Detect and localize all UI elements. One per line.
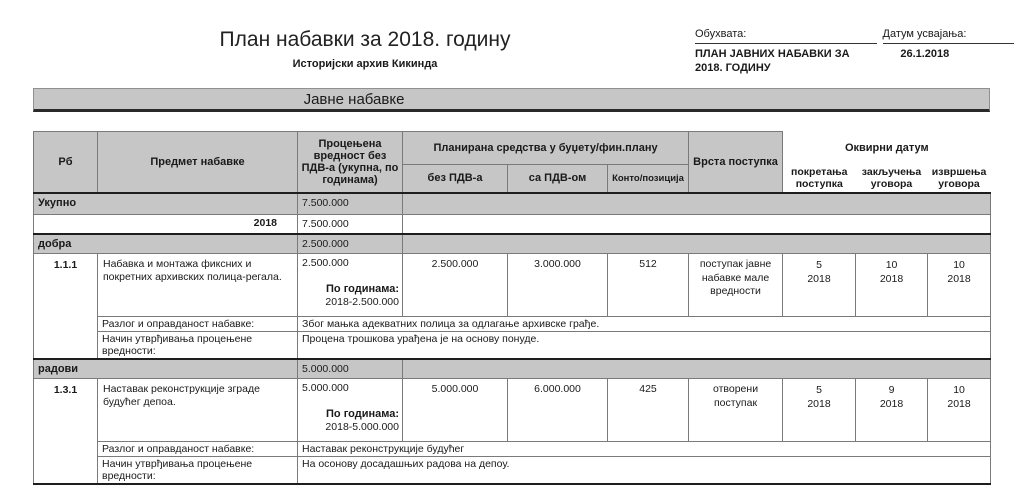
row-year-label: 2018 (33, 214, 298, 235)
item-reason-row: Разлог и оправданост набавке: Наставак р… (34, 441, 992, 457)
item-row-1-1-1: 1.1.1 Набавка и монтажа фиксних и покрет… (33, 253, 992, 360)
row-works-spacer (401, 358, 992, 379)
row-year-2018: 2018 7.500.000 (33, 214, 992, 235)
item-date-conclusion: 10 2018 (855, 253, 929, 317)
item-estimated-total: 2.500.000 (302, 257, 349, 269)
item-method-row: Начин утврђивања процењене вредности: Пр… (34, 331, 992, 360)
date-month: 10 (953, 384, 965, 396)
method-value: Процена трошкова урађена је на основу по… (296, 331, 992, 360)
row-year-value: 7.500.000 (297, 214, 403, 235)
method-value: На осонову досадашњих радова на депоу. (296, 456, 992, 485)
header-procedure-type: Врста поступка (688, 131, 784, 194)
item-estimated-total: 5.000.000 (302, 382, 349, 394)
info-block: Обухвата: Датум усвајања: ПЛАН ЈАВНИХ НА… (695, 28, 1014, 76)
item-estimated-cell: 2.500.000 По годинама: 2018-2.500.000 (297, 253, 403, 317)
page-title: План набавки за 2018. годину (219, 28, 511, 51)
item-method-row: Начин утврђивања процењене вредности: На… (34, 456, 992, 485)
item-procedure: отворени поступак (688, 378, 784, 442)
header-date-initiation: покретања поступка (782, 164, 856, 194)
row-year-spacer (401, 214, 992, 235)
method-label: Начин утврђивања процењене вредности: (97, 456, 298, 485)
item-rb: 1.1.1 (33, 253, 98, 360)
date-month: 9 (888, 384, 895, 396)
by-years-label: По годинама: (326, 283, 399, 295)
item-subject: Набавка и монтажа фиксних и покретних ар… (97, 253, 298, 317)
row-works: радови 5.000.000 (33, 358, 992, 379)
date-year: 2018 (807, 273, 831, 286)
adoption-date-label: Датум усвајања: (882, 28, 1014, 44)
reason-label: Разлог и оправданост набавке: (97, 316, 298, 332)
row-total-value: 7.500.000 (297, 192, 403, 215)
item-estimated-cell: 5.000.000 По годинама: 2018-5.000.000 (297, 378, 403, 442)
row-total-label: Укупно (33, 192, 298, 215)
header-date-execution: извршења уговора (927, 164, 991, 194)
row-works-label: радови (33, 358, 298, 379)
header-with-vat: са ПДВ-ом (507, 164, 608, 194)
item-without-vat: 5.000.000 (402, 378, 508, 442)
header-planned-funds-group: Планирана средства у буџету/фин.плану (401, 131, 690, 165)
item-reason-row: Разлог и оправданост набавке: Због мањка… (34, 316, 992, 332)
date-year: 2018 (947, 273, 971, 286)
header-subject: Предмет набавке (97, 131, 298, 194)
section-banner: Јавне набавке (33, 88, 990, 112)
item-date-execution: 10 2018 (927, 253, 992, 317)
item-subject: Наставак реконструкције зграде будућег д… (97, 378, 298, 442)
reason-value: Због мањка адекватних полица за одлагање… (296, 316, 992, 332)
row-total-spacer (401, 192, 992, 215)
date-year: 2018 (879, 398, 904, 411)
page-subtitle: Историјски архив Кикинда (292, 58, 438, 70)
adoption-date-value: 26.1.2018 (900, 48, 950, 60)
section-banner-label: Јавне набавке (303, 91, 405, 108)
row-goods: добра 2.500.000 (33, 233, 992, 254)
item-rb: 1.3.1 (33, 378, 98, 485)
date-month: 5 (816, 384, 822, 396)
item-date-initiation: 5 2018 (782, 378, 857, 442)
title-block: План набавки за 2018. годину Историјски … (40, 28, 690, 70)
row-total: Укупно 7.500.000 (33, 192, 992, 215)
header-estimated-value: Процењена вредност без ПДВ-а (укупна, по… (297, 131, 403, 194)
procurement-table: Рб Предмет набавке Процењена вредност бе… (33, 131, 992, 485)
date-year: 2018 (947, 398, 971, 411)
item-with-vat: 6.000.000 (507, 378, 608, 442)
header-frame-date-group: Оквирни датум (782, 131, 991, 165)
row-goods-spacer (401, 233, 992, 254)
scope-value: ПЛАН ЈАВНИХ НАБАВКИ ЗА 2018. ГОДИНУ (695, 48, 850, 74)
date-year: 2018 (807, 398, 831, 411)
header-rb: Рб (33, 131, 98, 194)
by-years-label: По годинама: (326, 408, 399, 420)
item-date-conclusion: 9 2018 (855, 378, 929, 442)
by-years-value: 2018-5.000.000 (325, 421, 399, 433)
item-without-vat: 2.500.000 (402, 253, 508, 317)
item-row-1-3-1: 1.3.1 Наставак реконструкције зграде буд… (33, 378, 992, 485)
by-years-value: 2018-2.500.000 (325, 296, 399, 308)
item-date-initiation: 5 2018 (782, 253, 857, 317)
row-works-value: 5.000.000 (297, 358, 403, 379)
row-goods-label: добра (33, 233, 298, 254)
date-month: 5 (816, 259, 822, 271)
reason-value: Наставак реконструкције будућег (296, 441, 992, 457)
method-label: Начин утврђивања процењене вредности: (97, 331, 298, 360)
date-year: 2018 (879, 273, 904, 286)
item-with-vat: 3.000.000 (507, 253, 608, 317)
item-date-execution: 10 2018 (927, 378, 992, 442)
item-account: 512 (606, 253, 690, 317)
header-date-conclusion: закључења уговора (855, 164, 928, 194)
item-procedure: поступак јавне набавке мале вредности (688, 253, 784, 317)
date-month: 10 (885, 259, 898, 271)
date-month: 10 (953, 259, 965, 271)
item-account: 425 (606, 378, 690, 442)
header-account-position: Конто/позиција (606, 164, 690, 194)
row-goods-value: 2.500.000 (297, 233, 403, 254)
scope-label: Обухвата: (695, 28, 877, 44)
reason-label: Разлог и оправданост набавке: (97, 441, 298, 457)
header-without-vat: без ПДВ-а (402, 164, 508, 194)
